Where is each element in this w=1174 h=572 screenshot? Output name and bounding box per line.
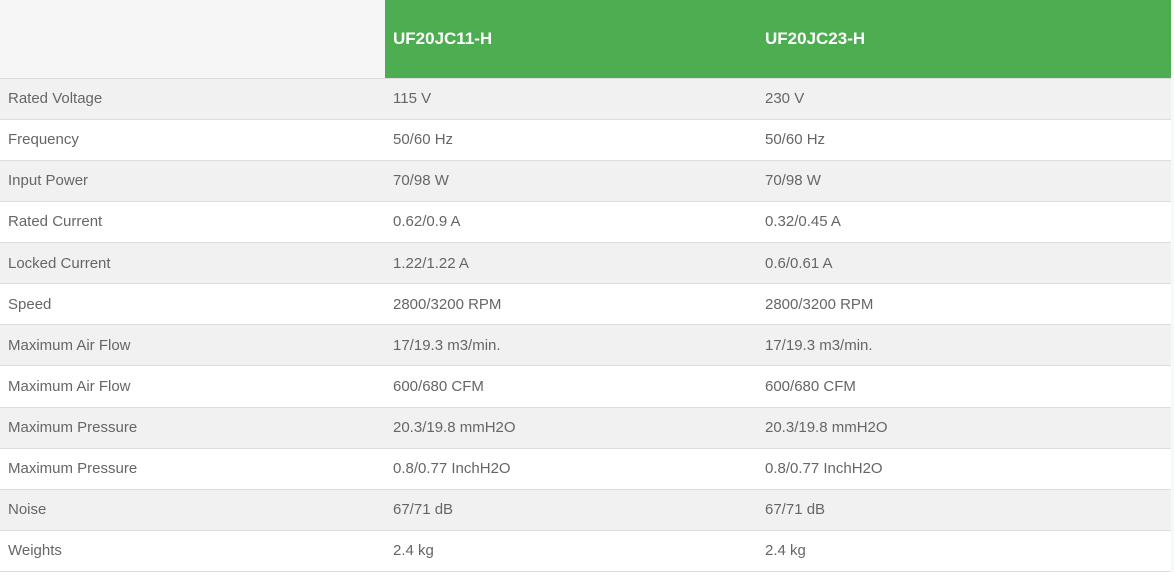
value-cell-uf20jc11-h: 70/98 W — [385, 160, 757, 202]
table-row: Noise 67/71 dB 67/71 dB — [0, 489, 1171, 531]
row-label-cell: Maximum Air Flow — [0, 365, 385, 408]
row-label-cell: Rated Current — [0, 201, 385, 244]
table-row: Locked Current 1.22/1.22 A 0.6/0.61 A — [0, 242, 1171, 285]
table-row: Maximum Pressure 20.3/19.8 mmH2O 20.3/19.8… — [0, 407, 1171, 449]
row-label-cell: Maximum Pressure — [0, 407, 385, 449]
value-cell-uf20jc23-h: 2.4 kg — [757, 530, 1171, 572]
table-row: Weights 2.4 kg 2.4 kg — [0, 530, 1171, 572]
row-label-cell: Maximum Pressure — [0, 448, 385, 490]
value-cell-uf20jc23-h: 70/98 W — [757, 160, 1171, 202]
value-cell-uf20jc11-h: 17/19.3 m3/min. — [385, 324, 757, 367]
header-row: UF20JC11-H UF20JC23-H — [0, 0, 1171, 79]
value-cell-uf20jc23-h: 67/71 dB — [757, 489, 1171, 531]
value-cell-uf20jc11-h: 50/60 Hz — [385, 119, 757, 161]
row-label-cell: Locked Current — [0, 242, 385, 285]
value-cell-uf20jc11-h: 2.4 kg — [385, 530, 757, 572]
header-blank-cell — [0, 0, 385, 79]
table-row: Frequency 50/60 Hz 50/60 Hz — [0, 119, 1171, 161]
value-cell-uf20jc23-h: 50/60 Hz — [757, 119, 1171, 161]
value-cell-uf20jc11-h: 2800/3200 RPM — [385, 283, 757, 326]
row-label-cell: Frequency — [0, 119, 385, 161]
spec-table-body: Rated Voltage 115 V 230 V Frequency 50/60 Hz… — [0, 78, 1171, 572]
table-row: Maximum Air Flow 600/680 CFM 600/680 CFM — [0, 365, 1171, 408]
value-cell-uf20jc23-h: 0.6/0.61 A — [757, 242, 1171, 285]
value-cell-uf20jc11-h: 20.3/19.8 mmH2O — [385, 407, 757, 449]
value-cell-uf20jc23-h: 0.8/0.77 InchH2O — [757, 448, 1171, 490]
header-product-uf20jc23-h: UF20JC23-H — [757, 0, 1171, 79]
row-label-cell: Maximum Air Flow — [0, 324, 385, 367]
value-cell-uf20jc23-h: 20.3/19.8 mmH2O — [757, 407, 1171, 449]
row-label-cell: Input Power — [0, 160, 385, 202]
spec-table-header: UF20JC11-H UF20JC23-H — [0, 0, 1171, 79]
table-row: Rated Voltage 115 V 230 V — [0, 78, 1171, 120]
table-row: Maximum Pressure 0.8/0.77 InchH2O 0.8/0.77… — [0, 448, 1171, 490]
value-cell-uf20jc11-h: 0.62/0.9 A — [385, 201, 757, 244]
header-product-uf20jc11-h: UF20JC11-H — [385, 0, 757, 79]
table-row: Maximum Air Flow 17/19.3 m3/min. 17/19.3 m… — [0, 324, 1171, 367]
table-row: Rated Current 0.62/0.9 A 0.32/0.45 A — [0, 201, 1171, 244]
value-cell-uf20jc23-h: 600/680 CFM — [757, 365, 1171, 408]
value-cell-uf20jc23-h: 0.32/0.45 A — [757, 201, 1171, 244]
value-cell-uf20jc23-h: 2800/3200 RPM — [757, 283, 1171, 326]
value-cell-uf20jc11-h: 1.22/1.22 A — [385, 242, 757, 285]
table-row: Input Power 70/98 W 70/98 W — [0, 160, 1171, 202]
row-label-cell: Speed — [0, 283, 385, 326]
value-cell-uf20jc11-h: 67/71 dB — [385, 489, 757, 531]
row-label-cell: Weights — [0, 530, 385, 572]
value-cell-uf20jc23-h: 230 V — [757, 78, 1171, 120]
table-row: Speed 2800/3200 RPM 2800/3200 RPM — [0, 283, 1171, 326]
row-label-cell: Rated Voltage — [0, 78, 385, 120]
value-cell-uf20jc23-h: 17/19.3 m3/min. — [757, 324, 1171, 367]
value-cell-uf20jc11-h: 115 V — [385, 78, 757, 120]
value-cell-uf20jc11-h: 0.8/0.77 InchH2O — [385, 448, 757, 490]
value-cell-uf20jc11-h: 600/680 CFM — [385, 365, 757, 408]
row-label-cell: Noise — [0, 489, 385, 531]
